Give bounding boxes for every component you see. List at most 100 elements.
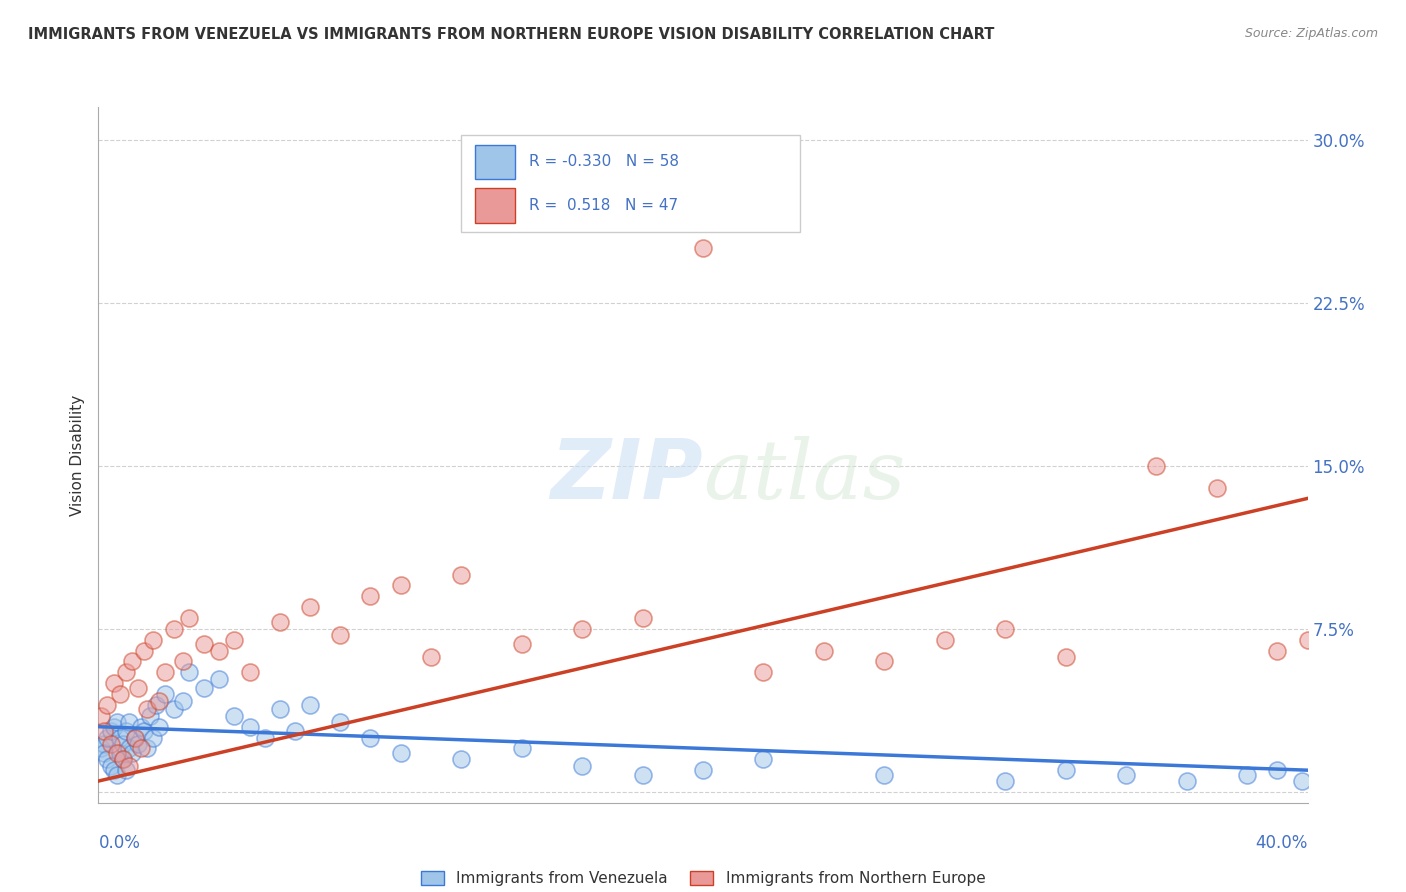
Point: [631, 767, 654, 781]
Point: [360, 731, 382, 745]
Point: [193, 637, 215, 651]
Point: [420, 650, 443, 665]
Text: IMMIGRANTS FROM VENEZUELA VS IMMIGRANTS FROM NORTHERN EUROPE VISION DISABILITY C: IMMIGRANTS FROM VENEZUELA VS IMMIGRANTS …: [28, 27, 994, 42]
Point: [135, 702, 157, 716]
Point: [510, 741, 533, 756]
Point: [103, 676, 125, 690]
Point: [129, 741, 152, 756]
Point: [129, 720, 152, 734]
Point: [148, 693, 170, 707]
Point: [450, 752, 472, 766]
Point: [96, 698, 118, 712]
Point: [179, 665, 201, 680]
Point: [93, 737, 115, 751]
Point: [108, 731, 131, 745]
Point: [111, 752, 134, 766]
Point: [571, 622, 593, 636]
Point: [224, 632, 246, 647]
Point: [284, 724, 307, 739]
Text: 0.0%: 0.0%: [98, 834, 141, 852]
Point: [299, 698, 322, 712]
Text: atlas: atlas: [703, 436, 905, 516]
Point: [873, 767, 896, 781]
Point: [139, 708, 162, 723]
Point: [105, 767, 128, 781]
Point: [752, 665, 775, 680]
Point: [224, 708, 246, 723]
Point: [1206, 481, 1229, 495]
Point: [1054, 763, 1077, 777]
Point: [118, 741, 141, 756]
Point: [163, 622, 186, 636]
Point: [253, 731, 276, 745]
Y-axis label: Vision Disability: Vision Disability: [70, 394, 86, 516]
Point: [752, 752, 775, 766]
Point: [299, 600, 322, 615]
Point: [90, 741, 112, 756]
Point: [135, 741, 157, 756]
Point: [142, 731, 165, 745]
Point: [269, 702, 291, 716]
Point: [1054, 650, 1077, 665]
Point: [153, 665, 176, 680]
Point: [269, 615, 291, 630]
Point: [571, 759, 593, 773]
Point: [163, 702, 186, 716]
Point: [108, 746, 131, 760]
Point: [1267, 763, 1289, 777]
Point: [329, 715, 352, 730]
Point: [994, 622, 1017, 636]
Point: [121, 746, 143, 760]
Point: [208, 672, 231, 686]
Text: 40.0%: 40.0%: [1256, 834, 1308, 852]
Point: [692, 241, 714, 255]
Point: [1144, 458, 1167, 473]
Point: [239, 665, 262, 680]
Point: [96, 731, 118, 745]
Point: [1236, 767, 1258, 781]
Point: [93, 724, 115, 739]
Point: [450, 567, 472, 582]
Point: [873, 655, 896, 669]
Point: [193, 681, 215, 695]
Point: [360, 589, 382, 603]
Point: [105, 746, 128, 760]
Point: [93, 746, 115, 760]
Point: [132, 643, 155, 657]
Legend: Immigrants from Venezuela, Immigrants from Northern Europe: Immigrants from Venezuela, Immigrants fr…: [415, 865, 991, 892]
Point: [114, 724, 136, 739]
Point: [179, 611, 201, 625]
Point: [118, 715, 141, 730]
Point: [96, 752, 118, 766]
Point: [114, 665, 136, 680]
Point: [124, 731, 146, 745]
Point: [90, 708, 112, 723]
Text: Source: ZipAtlas.com: Source: ZipAtlas.com: [1244, 27, 1378, 40]
Point: [1291, 774, 1313, 789]
Point: [114, 763, 136, 777]
Point: [103, 720, 125, 734]
Point: [111, 737, 134, 751]
Point: [994, 774, 1017, 789]
Point: [100, 724, 122, 739]
Point: [118, 759, 141, 773]
Point: [108, 687, 131, 701]
Point: [631, 611, 654, 625]
Point: [1296, 632, 1319, 647]
Point: [132, 724, 155, 739]
Point: [813, 643, 835, 657]
Point: [127, 737, 149, 751]
Point: [121, 655, 143, 669]
Point: [172, 655, 194, 669]
Point: [934, 632, 956, 647]
Point: [100, 759, 122, 773]
Point: [239, 720, 262, 734]
Point: [389, 578, 412, 592]
Point: [148, 720, 170, 734]
Point: [172, 693, 194, 707]
Point: [100, 737, 122, 751]
Point: [692, 763, 714, 777]
Point: [329, 628, 352, 642]
Point: [142, 632, 165, 647]
Point: [103, 763, 125, 777]
